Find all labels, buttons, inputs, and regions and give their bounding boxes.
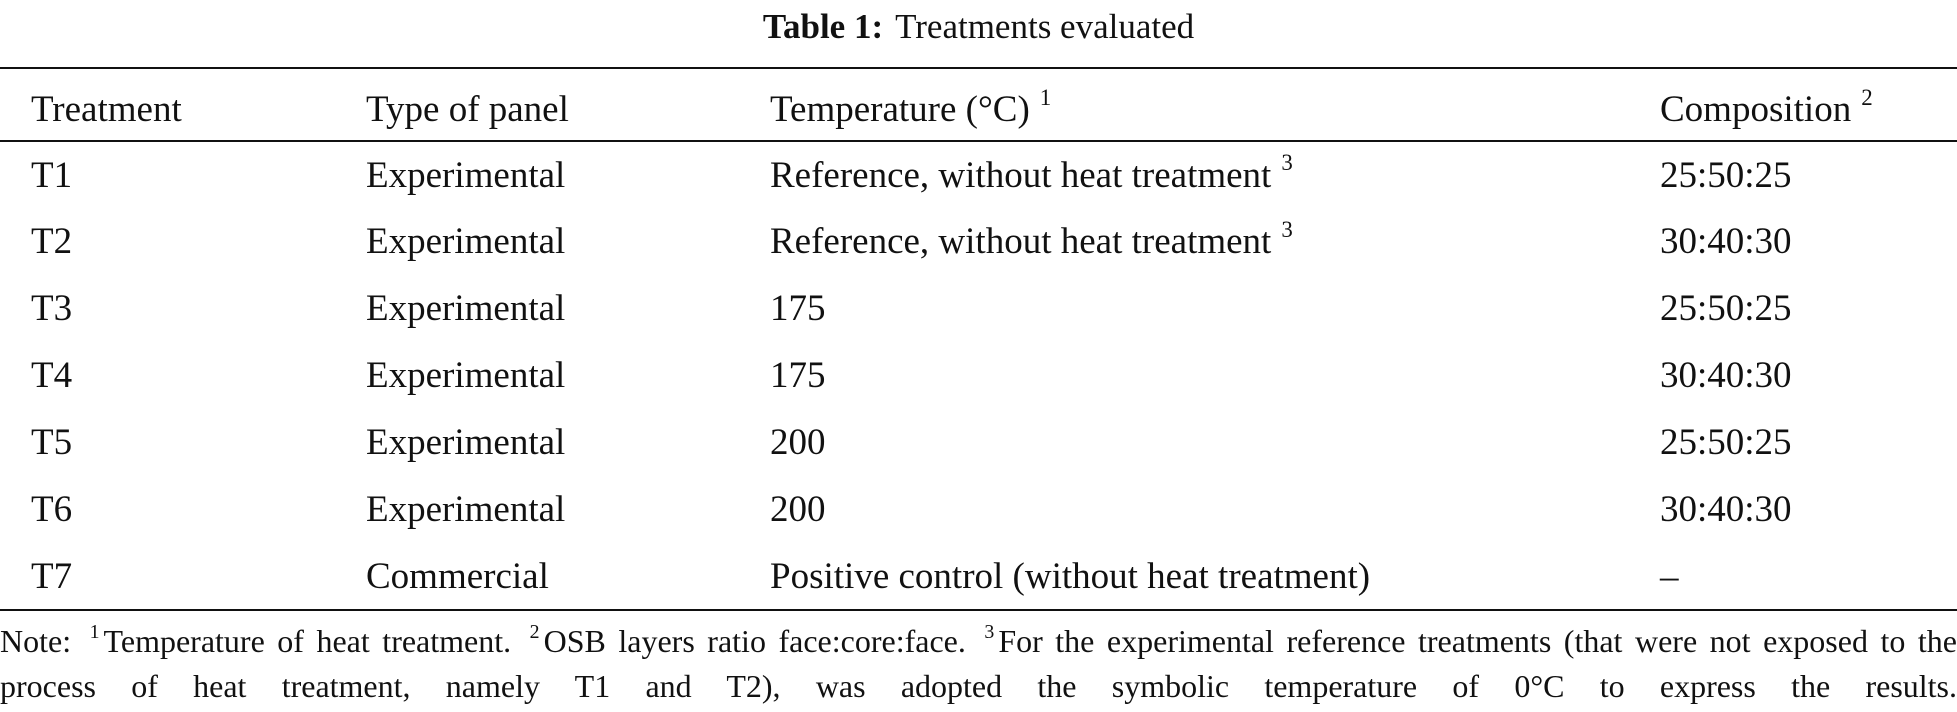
table-cell-text: T4	[31, 355, 73, 396]
header-cell: Temperature (°C) 1	[770, 68, 1660, 141]
table-cell-text: 30:40:30	[1660, 355, 1792, 396]
note-text: For the experimental reference treatment…	[0, 623, 1957, 704]
table-cell: 30:40:30	[1660, 208, 1957, 275]
table-cell: Reference, without heat treatment 3	[770, 208, 1660, 275]
table-cell-text: T5	[31, 422, 73, 463]
table-cell: 175	[770, 342, 1660, 409]
table-cell: Reference, without heat treatment 3	[770, 141, 1660, 208]
table-cell: Experimental	[366, 409, 770, 476]
note-text: OSB layers ratio face:core:face.	[543, 623, 966, 659]
table-cell: Positive control (without heat treatment…	[770, 543, 1660, 610]
table-cell-text: T3	[31, 288, 73, 329]
table-cell-text: T6	[31, 489, 73, 530]
table-cell: Experimental	[366, 342, 770, 409]
table-cell-text: T1	[31, 154, 73, 196]
table-cell-text: 30:40:30	[1660, 489, 1792, 530]
table-cell-text: 25:50:25	[1660, 154, 1792, 196]
table-cell: Experimental	[366, 208, 770, 275]
table: Treatment Type of panel Temperature (°C) 1 C…	[0, 67, 1957, 611]
header-cell-text: Type of panel	[366, 89, 569, 130]
header-cell-text: Temperature (°C)	[770, 89, 1030, 130]
table-cell: T2	[0, 208, 366, 275]
footnote-mark: 3	[984, 621, 995, 644]
table-cell: 200	[770, 409, 1660, 476]
table-cell: 30:40:30	[1660, 476, 1957, 543]
table-row: T4 Experimental 175 30:40:30	[0, 342, 1957, 409]
footnote-mark: 3	[1281, 150, 1293, 176]
footnote-mark: 2	[529, 621, 540, 644]
footnote-mark: 1	[89, 621, 100, 644]
table-title: Table 1: Treatments evaluated	[0, 0, 1957, 67]
table-cell-text: Experimental	[366, 422, 566, 463]
table-cell: T7	[0, 543, 366, 610]
table-cell-text: Experimental	[366, 489, 566, 530]
header-cell: Treatment	[0, 68, 366, 141]
table-cell-text: Reference, without heat treatment	[770, 154, 1272, 196]
table-cell-text: Commercial	[366, 555, 549, 597]
table-cell-text: 200	[770, 422, 826, 463]
table-cell: 200	[770, 476, 1660, 543]
table-cell: 175	[770, 275, 1660, 342]
table-cell: 25:50:25	[1660, 141, 1957, 208]
table-cell-text: 175	[770, 288, 826, 329]
table-row: T5 Experimental 200 25:50:25	[0, 409, 1957, 476]
table-row: T2 Experimental Reference, without heat tr…	[0, 208, 1957, 275]
table-body: T1 Experimental Reference, without heat tr…	[0, 141, 1957, 610]
table-row: T6 Experimental 200 30:40:30	[0, 476, 1957, 543]
footnote-mark: 3	[1281, 216, 1293, 242]
table-cell-text: T2	[31, 221, 73, 262]
table-header: Treatment Type of panel Temperature (°C) 1 C…	[0, 68, 1957, 141]
table-cell-text: 25:50:25	[1660, 422, 1792, 463]
table-cell-text: 25:50:25	[1660, 288, 1792, 329]
table-cell-text: 175	[770, 355, 826, 396]
table-row: T1 Experimental Reference, without heat tr…	[0, 141, 1957, 208]
table-row: T7 Commercial Positive control (without he…	[0, 543, 1957, 610]
table-cell-text: Reference, without heat treatment	[770, 221, 1272, 262]
table-cell: 30:40:30	[1660, 342, 1957, 409]
note-prefix: Note:	[0, 623, 72, 659]
table-cell-text: Experimental	[366, 355, 566, 396]
header-cell: Type of panel	[366, 68, 770, 141]
table-cell-text: Positive control (without heat treatment…	[770, 555, 1371, 597]
table-cell: Experimental	[366, 476, 770, 543]
header-row: Treatment Type of panel Temperature (°C) 1 C…	[0, 68, 1957, 141]
note-text: Temperature of heat treatment.	[103, 623, 512, 659]
table-cell: T4	[0, 342, 366, 409]
table-caption: Treatments evaluated	[895, 7, 1195, 46]
table-cell: 25:50:25	[1660, 409, 1957, 476]
table-cell-text: 200	[770, 489, 826, 530]
header-cell: Composition 2	[1660, 68, 1957, 141]
table-cell: Commercial	[366, 543, 770, 610]
table-label: Table 1:	[762, 7, 884, 46]
footnote-mark: 1	[1039, 84, 1052, 110]
table-cell-text: 30:40:30	[1660, 221, 1792, 262]
footnote-mark: 2	[1861, 84, 1873, 110]
header-cell-text: Composition	[1660, 89, 1852, 130]
table-cell: T5	[0, 409, 366, 476]
table-cell-text: Experimental	[366, 221, 566, 262]
table-cell-text: –	[1660, 555, 1679, 597]
table-cell-text: Experimental	[366, 154, 566, 196]
table-row: T3 Experimental 175 25:50:25	[0, 275, 1957, 342]
table-cell-text: Experimental	[366, 288, 566, 329]
header-cell-text: Treatment	[31, 89, 182, 130]
table-cell: –	[1660, 543, 1957, 610]
table-cell: T6	[0, 476, 366, 543]
table-cell: 25:50:25	[1660, 275, 1957, 342]
table-cell-text: T7	[31, 555, 73, 597]
table-cell: T1	[0, 141, 366, 208]
table-cell: Experimental	[366, 141, 770, 208]
table-cell: Experimental	[366, 275, 770, 342]
table-cell: T3	[0, 275, 366, 342]
